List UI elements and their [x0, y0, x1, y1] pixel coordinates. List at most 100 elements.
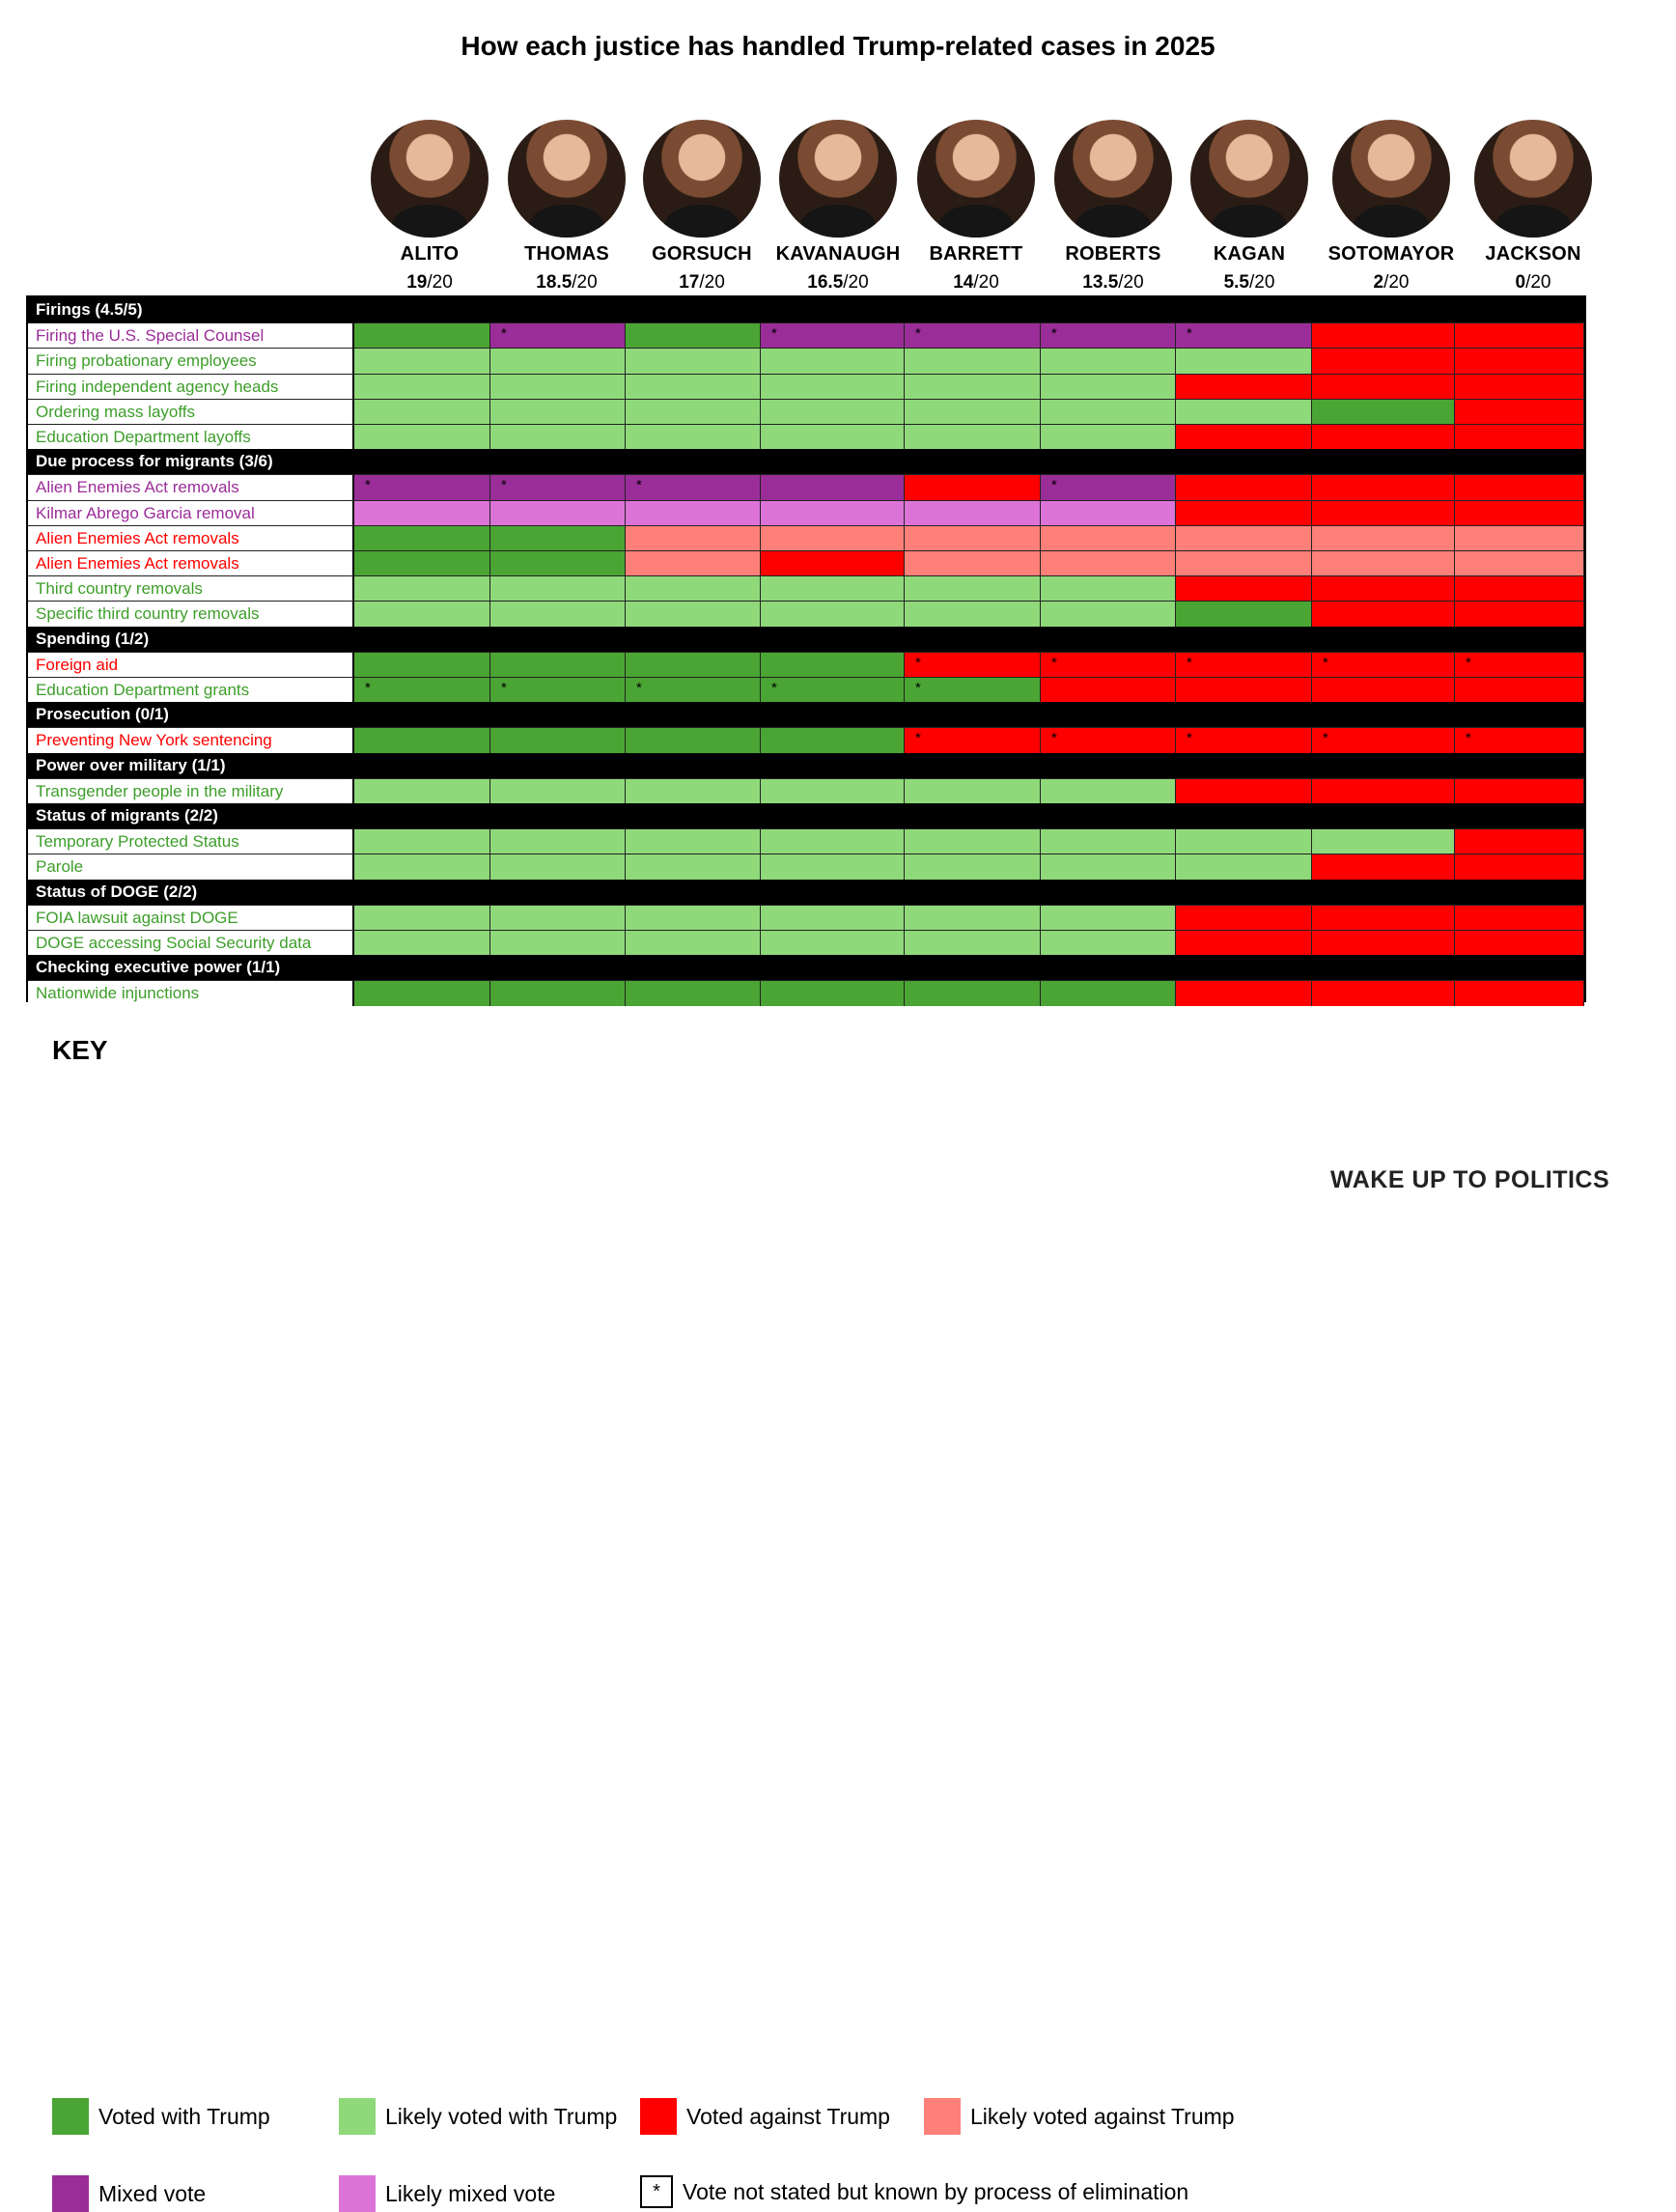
justice-photo	[371, 120, 489, 238]
vote-cell-barrett	[905, 550, 1041, 576]
vote-cell-kagan: *	[1176, 322, 1312, 349]
vote-cell-kavanaugh	[761, 727, 905, 753]
vote-cell-thomas	[490, 373, 626, 399]
justice-score-value: 17	[679, 272, 700, 293]
vote-cell-thomas	[490, 524, 626, 550]
vote-cell-alito	[354, 524, 490, 550]
case-row: Preventing New York sentencing * * * * *	[28, 727, 1584, 753]
vote-cell-roberts: *	[1041, 651, 1176, 677]
elimination-marker: *	[1187, 730, 1192, 747]
elimination-marker: *	[636, 680, 642, 696]
justice-score-total: /20	[572, 272, 598, 293]
vote-cell-jackson	[1455, 550, 1584, 576]
vote-cell-kagan	[1176, 854, 1312, 880]
vote-cell-roberts	[1041, 348, 1176, 374]
vote-cell-kavanaugh	[761, 601, 905, 627]
vote-cell-kavanaugh	[761, 398, 905, 424]
vote-cell-kagan	[1176, 499, 1312, 525]
elimination-marker: *	[365, 477, 371, 494]
vote-cell-thomas: *	[490, 474, 626, 500]
category-label: Power over military (1/1)	[36, 755, 226, 774]
vote-cell-roberts	[1041, 777, 1176, 803]
vote-cell-barrett: *	[905, 727, 1041, 753]
case-label: Foreign aid	[28, 651, 354, 677]
vote-cell-jackson	[1455, 904, 1584, 930]
vote-cell-roberts	[1041, 930, 1176, 956]
vote-cell-gorsuch	[626, 828, 761, 854]
case-row: Temporary Protected Status	[28, 828, 1584, 854]
justice-score-value: 14	[953, 272, 974, 293]
vote-cell-alito	[354, 854, 490, 880]
vote-cell-gorsuch: *	[626, 474, 761, 500]
vote-cell-kagan: *	[1176, 727, 1312, 753]
vote-cell-thomas	[490, 575, 626, 602]
category-label: Spending (1/2)	[36, 629, 150, 648]
key-title: KEY	[52, 1035, 108, 1065]
vote-cell-sotomayor	[1312, 550, 1455, 576]
vote-cell-roberts: *	[1041, 322, 1176, 349]
category-header: Status of DOGE (2/2)	[28, 879, 1584, 905]
elimination-marker: *	[1323, 730, 1328, 747]
vote-cell-kagan	[1176, 348, 1312, 374]
vote-cell-alito	[354, 651, 490, 677]
legend-asterisk-swatch: *	[640, 2175, 673, 2208]
justice-barrett: BARRETT 14/20	[899, 120, 1053, 294]
vote-cell-kavanaugh	[761, 348, 905, 374]
justice-score-value: 5.5	[1223, 272, 1249, 293]
vote-cell-alito	[354, 550, 490, 576]
case-label: DOGE accessing Social Security data	[28, 930, 354, 956]
category-label: Due process for migrants (3/6)	[36, 452, 273, 471]
justice-score-value: 18.5	[536, 272, 573, 293]
vote-cell-sotomayor	[1312, 930, 1455, 956]
elimination-marker: *	[501, 680, 507, 696]
case-label: Alien Enemies Act removals	[28, 474, 354, 500]
vote-cell-sotomayor	[1312, 777, 1455, 803]
vote-cell-jackson	[1455, 575, 1584, 602]
vote-cell-roberts	[1041, 854, 1176, 880]
vote-cell-kavanaugh: *	[761, 677, 905, 703]
elimination-marker: *	[1466, 730, 1471, 747]
case-label: Third country removals	[28, 575, 354, 602]
justice-sotomayor: SOTOMAYOR 2/20	[1314, 120, 1468, 294]
legend-item: Voted against Trump	[640, 2098, 890, 2135]
vote-cell-jackson	[1455, 601, 1584, 627]
elimination-marker: *	[771, 680, 777, 696]
vote-cell-barrett: *	[905, 677, 1041, 703]
vote-cell-roberts	[1041, 398, 1176, 424]
justice-score-total: /20	[427, 272, 453, 293]
vote-cell-thomas	[490, 930, 626, 956]
vote-cell-kagan	[1176, 575, 1312, 602]
vote-cell-jackson	[1455, 499, 1584, 525]
case-label: Firing probationary employees	[28, 348, 354, 374]
vote-cell-alito	[354, 575, 490, 602]
category-header: Firings (4.5/5)	[28, 297, 1584, 323]
vote-cell-sotomayor: *	[1312, 651, 1455, 677]
case-row: Parole	[28, 854, 1584, 880]
vote-cell-kavanaugh	[761, 499, 905, 525]
justice-score-total: /20	[843, 272, 869, 293]
legend-label: Voted with Trump	[98, 2103, 270, 2129]
case-row: Alien Enemies Act removals * * * *	[28, 474, 1584, 500]
case-label: Specific third country removals	[28, 601, 354, 627]
vote-cell-thomas	[490, 904, 626, 930]
category-label: Checking executive power (1/1)	[36, 958, 281, 977]
chart-title: How each justice has handled Trump-relat…	[461, 31, 1215, 61]
vote-cell-thomas	[490, 727, 626, 753]
vote-cell-thomas	[490, 777, 626, 803]
vote-cell-jackson: *	[1455, 651, 1584, 677]
vote-cell-jackson	[1455, 474, 1584, 500]
vote-cell-barrett: *	[905, 322, 1041, 349]
legend-label: Likely voted against Trump	[970, 2103, 1235, 2129]
vote-cell-kagan	[1176, 904, 1312, 930]
legend-label: Voted against Trump	[686, 2103, 890, 2129]
vote-cell-alito	[354, 930, 490, 956]
vote-cell-gorsuch	[626, 930, 761, 956]
vote-cell-barrett	[905, 828, 1041, 854]
case-row: FOIA lawsuit against DOGE	[28, 904, 1584, 930]
vote-cell-kavanaugh	[761, 651, 905, 677]
vote-cell-roberts	[1041, 550, 1176, 576]
justice-name: GORSUCH	[652, 243, 752, 265]
elimination-marker: *	[365, 680, 371, 696]
justice-score: 13.5/20	[1036, 272, 1190, 294]
justice-photo	[1332, 120, 1450, 238]
